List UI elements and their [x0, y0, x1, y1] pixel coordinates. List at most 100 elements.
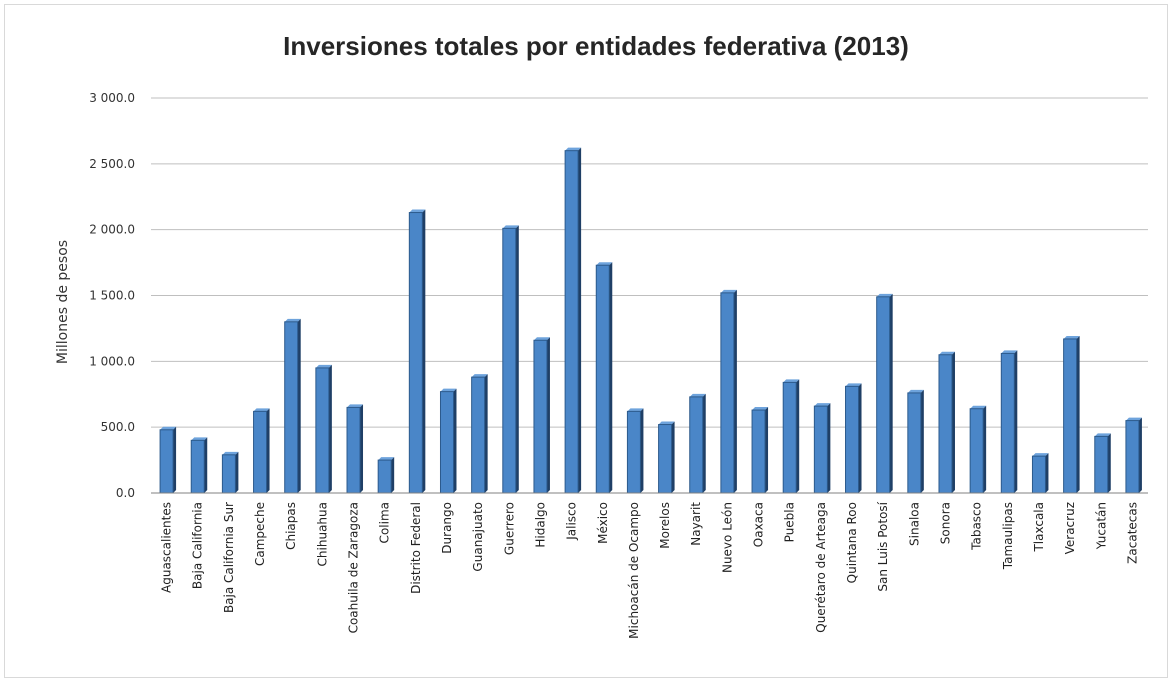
bar: [720, 289, 737, 494]
bar-side: [484, 374, 488, 493]
bar-top: [1001, 350, 1018, 354]
bar: [377, 457, 395, 494]
bar-face: [439, 391, 454, 494]
x-tick-label: Sinaloa: [907, 502, 921, 546]
bar-side: [297, 318, 301, 493]
bar: [346, 404, 364, 494]
bar: [969, 405, 987, 494]
x-tick-label: Tabasco: [970, 502, 984, 551]
bar: [689, 393, 706, 494]
bar-side: [983, 405, 987, 493]
bar-face: [564, 150, 579, 494]
bar-top: [658, 421, 675, 425]
bars: [159, 147, 1142, 494]
bar: [159, 426, 177, 494]
x-tick-label: Zacatecas: [1125, 502, 1139, 564]
x-tick-label: Querétaro de Arteaga: [814, 502, 828, 633]
bar-side: [765, 407, 769, 493]
bar-side: [920, 389, 924, 493]
bar-face: [969, 408, 984, 494]
bar-side: [360, 404, 364, 493]
bar: [471, 374, 488, 494]
bar: [876, 293, 893, 494]
bar-top: [284, 318, 301, 322]
x-tick-label: Veracruz: [1063, 502, 1077, 554]
bar-top: [783, 379, 800, 383]
bar-top: [814, 403, 831, 407]
bar-face: [346, 406, 361, 494]
bar: [1094, 433, 1111, 494]
bar-top: [160, 426, 177, 430]
bar: [221, 451, 239, 494]
x-tick-label: Quintana Roo: [845, 502, 859, 583]
bar-top: [938, 351, 955, 355]
bar-top: [1125, 417, 1142, 421]
bar-face: [190, 439, 205, 494]
x-tick-label: Sonora: [938, 502, 952, 544]
bar-top: [596, 262, 613, 266]
bar: [190, 437, 208, 494]
x-tick-label: Hidalgo: [533, 502, 547, 548]
bar-top: [533, 337, 550, 341]
x-tick-label: Puebla: [783, 502, 797, 542]
bar-face: [471, 376, 486, 494]
y-axis-label: Millones de pesos: [55, 240, 71, 364]
bar-top: [689, 393, 706, 397]
bar: [284, 318, 301, 494]
bar: [751, 407, 769, 494]
bar: [782, 379, 800, 494]
bar-face: [1063, 338, 1078, 494]
bar-top: [1063, 335, 1080, 339]
y-tick-label: 1 500.0: [89, 289, 135, 303]
x-tick-label: Michoacán de Ocampo: [627, 502, 641, 639]
x-tick-label: Baja California Sur: [222, 502, 236, 613]
bar-side: [173, 426, 177, 493]
chart-frame: Inversiones totales por entidades federa…: [4, 4, 1168, 678]
bar: [253, 408, 270, 494]
bar-side: [951, 351, 955, 493]
bar-top: [565, 147, 582, 151]
bar-top: [471, 374, 488, 378]
x-tick-label: Morelos: [658, 502, 672, 549]
x-tick-label: Yucatán: [1094, 502, 1108, 550]
x-tick-label: Durango: [440, 502, 454, 554]
bar-face: [315, 367, 330, 494]
bar: [907, 389, 924, 494]
bar-face: [159, 429, 174, 494]
bar-side: [1076, 335, 1080, 493]
bar-face: [845, 385, 860, 494]
bar-face: [782, 381, 797, 494]
bar-face: [1031, 455, 1046, 494]
y-tick-label: 2 000.0: [89, 223, 135, 237]
bar-side: [422, 209, 426, 494]
bar-face: [658, 424, 673, 494]
bar-top: [627, 408, 644, 412]
bar-side: [609, 262, 613, 493]
bar-top: [347, 404, 364, 408]
y-tick-labels: 0.0 500.0 1 000.0 1 500.0 2 000.0 2 500.0 3 00…: [89, 91, 135, 500]
x-tick-label: San Luis Potosí: [876, 501, 890, 591]
bar-side: [1014, 350, 1018, 493]
bar-top: [1094, 433, 1111, 437]
bar-face: [907, 392, 922, 494]
bar: [1000, 350, 1018, 494]
bar-face: [1094, 435, 1109, 494]
bar-face: [502, 227, 517, 494]
bar-top: [845, 383, 862, 387]
bar: [938, 351, 955, 494]
chart-title: Inversiones totales por entidades federa…: [283, 31, 909, 61]
bar: [658, 421, 675, 494]
bar-top: [409, 209, 426, 213]
x-tick-label: Tlaxcala: [1032, 502, 1046, 553]
bar-top: [970, 405, 987, 409]
x-tick-label: Tamaulipas: [1001, 502, 1015, 570]
bar-face: [689, 396, 704, 494]
bar: [845, 383, 862, 494]
bar-face: [1000, 352, 1015, 494]
x-tick-label: Nayarit: [689, 502, 703, 546]
bar-top: [253, 408, 270, 412]
bar-face: [284, 321, 299, 494]
bar-face: [720, 292, 735, 494]
bar-side: [796, 379, 800, 493]
y-tick-label: 3 000.0: [89, 91, 135, 105]
